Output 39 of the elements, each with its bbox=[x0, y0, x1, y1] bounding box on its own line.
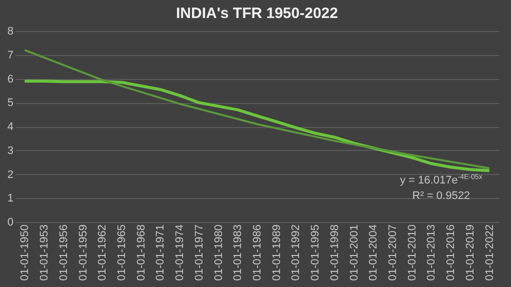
x-tick-label: 01-01-1956 bbox=[58, 224, 70, 281]
y-tick-label: 8 bbox=[7, 26, 14, 38]
y-tick-label: 7 bbox=[7, 49, 14, 62]
y-tick-label: 4 bbox=[7, 121, 14, 133]
x-tick-label: 01-01-1998 bbox=[328, 224, 341, 281]
x-tick-label: 01-01-2016 bbox=[445, 224, 458, 281]
x-tick-label: 01-01-1968 bbox=[135, 224, 148, 281]
x-tick-label: 01-01-2019 bbox=[464, 224, 476, 281]
y-tick-label: 1 bbox=[7, 192, 14, 205]
x-tick-label: 01-01-1980 bbox=[212, 224, 225, 281]
x-tick-label: 01-01-1977 bbox=[193, 224, 206, 281]
x-tick-label: 01-01-2004 bbox=[368, 224, 380, 281]
x-tick-label: 01-01-2010 bbox=[406, 224, 418, 281]
line-series bbox=[24, 49, 490, 170]
x-tick-label: 01-01-2001 bbox=[348, 224, 360, 281]
line-series bbox=[23, 80, 491, 172]
y-tick-label: 0 bbox=[7, 216, 14, 228]
x-tick-label: 01-01-2007 bbox=[387, 224, 400, 281]
annotation: R² = 0.9522 bbox=[411, 188, 472, 204]
y-tick-label: 5 bbox=[7, 97, 14, 110]
x-tick-label: 01-01-1992 bbox=[290, 224, 302, 281]
x-tick-label: 01-01-1965 bbox=[116, 224, 128, 281]
x-tick-label: 01-01-1983 bbox=[232, 224, 244, 281]
chart-title: INDIA's TFR 1950-2022 bbox=[176, 5, 338, 22]
x-tick-label: 01-01-1953 bbox=[38, 224, 51, 281]
x-tick-label: 01-01-2022 bbox=[484, 224, 496, 281]
x-tick-label: 01-01-1962 bbox=[96, 224, 109, 281]
x-tick-label: 01-01-1971 bbox=[154, 224, 167, 281]
y-tick-label: 3 bbox=[7, 144, 14, 157]
y-tick-label: 2 bbox=[7, 168, 14, 181]
x-tick-label: 01-01-1995 bbox=[310, 224, 322, 281]
x-tick-label: 01-01-1959 bbox=[77, 224, 90, 281]
x-tick-label: 01-01-2013 bbox=[426, 224, 438, 281]
x-tick-label: 01-01-1989 bbox=[270, 224, 283, 281]
annotation: y = 16.017e$^{-4E-05x}$ bbox=[400, 173, 482, 189]
x-tick-label: 01-01-1950 bbox=[19, 224, 32, 281]
y-tick-label: 6 bbox=[7, 73, 14, 86]
x-tick-label: 01-01-1974 bbox=[174, 224, 186, 281]
x-tick-label: 01-01-1986 bbox=[252, 224, 264, 281]
